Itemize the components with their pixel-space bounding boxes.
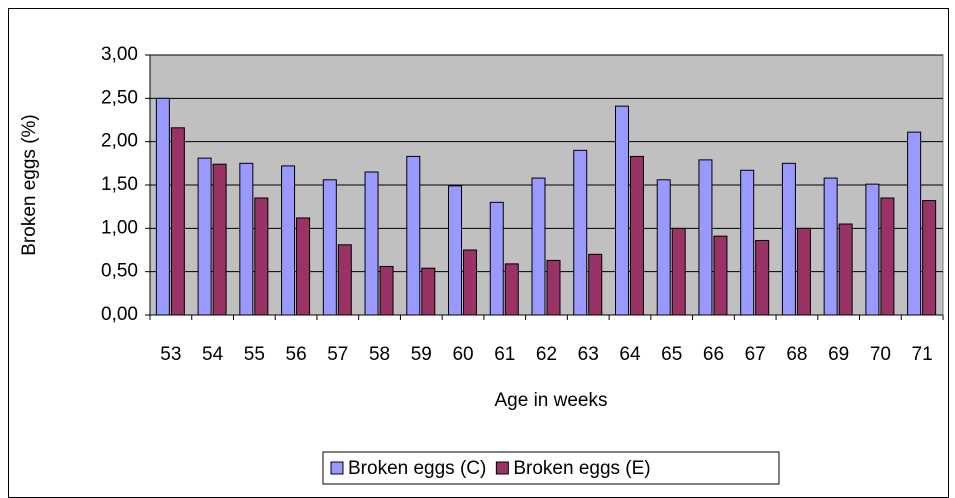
bar [713, 235, 728, 316]
x-tick-label: 67 [745, 344, 766, 365]
legend-label: Broken eggs (E) [513, 458, 650, 479]
bar [865, 183, 880, 316]
bar [406, 155, 421, 316]
bar [337, 244, 352, 316]
bar [838, 223, 853, 316]
x-tick-label: 70 [870, 344, 891, 365]
x-tick-label: 66 [703, 344, 724, 365]
x-tick-label: 54 [202, 344, 224, 365]
bar [740, 169, 755, 316]
bar [823, 177, 838, 316]
x-axis-title: Age in weeks [494, 390, 607, 411]
x-tick-label: 59 [411, 344, 432, 365]
bar [588, 253, 603, 316]
legend-swatch [330, 461, 344, 475]
bar [421, 267, 436, 316]
x-tick-label: 58 [369, 344, 390, 365]
y-tick-label: 1,50 [101, 174, 138, 195]
y-tick-label: 2,50 [101, 87, 138, 108]
bar [463, 249, 478, 316]
bar [155, 97, 170, 316]
x-tick-label: 61 [494, 344, 515, 365]
bar [212, 163, 227, 316]
bar [755, 239, 770, 316]
bar [698, 159, 713, 316]
bar [364, 171, 379, 316]
y-tick-label: 0,50 [101, 261, 138, 282]
bar [531, 177, 546, 316]
bar [614, 105, 629, 316]
legend-box [322, 451, 780, 485]
bar [197, 157, 212, 316]
x-tick-label: 64 [619, 344, 641, 365]
bar [781, 162, 796, 316]
legend-label: Broken eggs (C) [348, 458, 486, 479]
y-tick-label: 1,00 [101, 217, 138, 238]
bar [448, 185, 463, 316]
x-tick-label: 71 [912, 344, 933, 365]
bar [656, 179, 671, 316]
x-tick-label: 68 [786, 344, 807, 365]
y-axis-title: Broken eggs (%) [19, 114, 40, 256]
bar [796, 227, 811, 316]
bar [629, 155, 644, 316]
y-tick-label: 3,00 [101, 44, 138, 65]
y-tick-label: 0,00 [101, 304, 138, 325]
bar [880, 197, 895, 316]
x-tick-label: 69 [828, 344, 849, 365]
bar [504, 263, 519, 316]
x-tick-label: 56 [286, 344, 307, 365]
y-tick-label: 2,00 [101, 131, 138, 152]
x-tick-label: 62 [536, 344, 557, 365]
bar [254, 197, 269, 316]
bar [546, 259, 561, 316]
x-tick-label: 57 [327, 344, 348, 365]
x-tick-label: 55 [244, 344, 265, 365]
x-tick-label: 65 [661, 344, 682, 365]
bar [322, 179, 337, 316]
bar [489, 201, 504, 316]
bar [281, 165, 296, 316]
bar [239, 162, 254, 316]
x-tick-label: 60 [452, 344, 473, 365]
bar [907, 131, 922, 316]
bar [170, 127, 185, 316]
bar [573, 149, 588, 316]
x-tick-label: 63 [578, 344, 599, 365]
x-tick-label: 53 [160, 344, 181, 365]
bar [671, 227, 686, 316]
bar [296, 217, 311, 316]
legend-swatch [495, 461, 509, 475]
bar [922, 200, 937, 316]
bar [379, 265, 394, 316]
